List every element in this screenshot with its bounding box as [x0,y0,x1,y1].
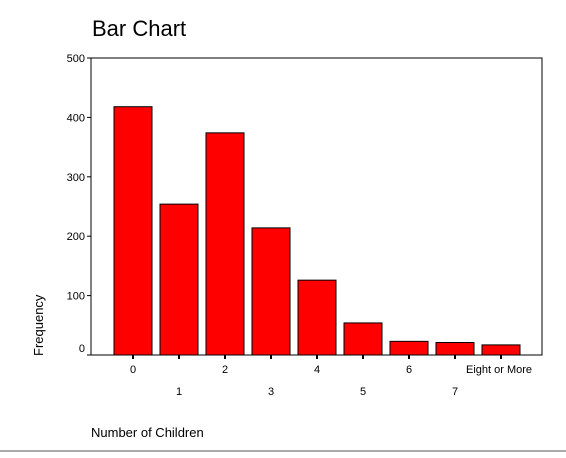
bar [251,227,291,356]
x-tick-label: 6 [406,364,412,376]
bar [205,132,245,356]
bar [481,344,521,356]
x-tick-label: 4 [314,364,320,376]
x-tick-label: 1 [176,386,182,398]
bar [113,106,153,356]
x-tick-label: 3 [268,386,274,398]
x-axis: 0 1 2 3 4 5 6 7 Eight or More [130,355,532,398]
bar [159,203,199,356]
x-tick-label: Eight or More [466,364,532,376]
x-tick-label: 5 [360,386,366,398]
y-tick-label: 400 [67,112,85,124]
bar [343,322,383,356]
x-tick-label: 2 [222,364,228,376]
y-axis: 0 100 200 300 400 500 [67,53,91,356]
y-axis-label: Frequency [31,294,46,356]
y-tick-label: 500 [67,53,85,65]
bar [389,340,429,356]
bar [297,279,337,356]
y-tick-label: 0 [79,343,85,355]
y-tick-label: 100 [67,291,85,303]
x-tick-label: 7 [452,386,458,398]
bars [113,106,521,356]
chart-title: Bar Chart [92,16,186,41]
y-tick-label: 200 [67,231,85,243]
x-axis-label: Number of Children [91,425,204,440]
bar [435,342,475,356]
x-tick-label: 0 [130,364,136,376]
y-tick-label: 300 [67,172,85,184]
